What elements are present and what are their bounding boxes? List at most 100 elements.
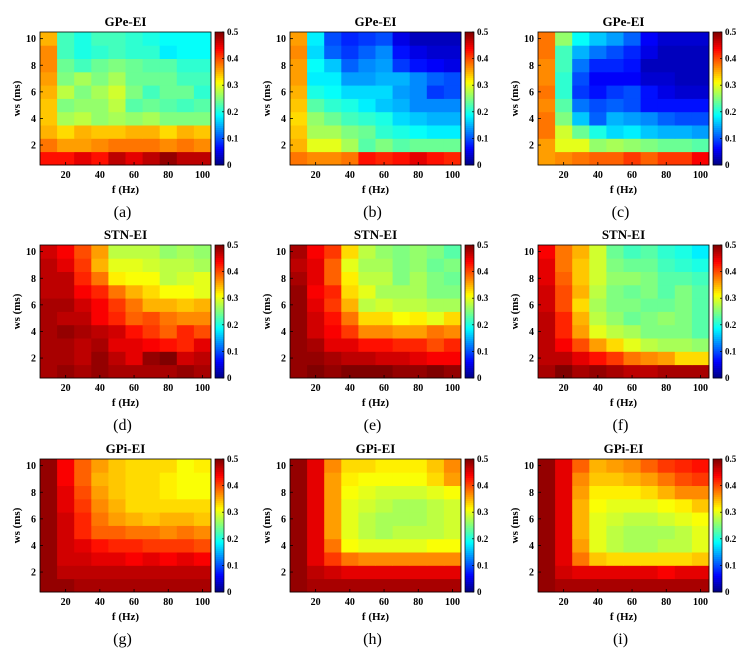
y-tick-label: 6 xyxy=(529,87,534,98)
colorbar-segment xyxy=(713,494,722,497)
heatmap-cell xyxy=(443,485,462,500)
colorbar-segment xyxy=(465,577,474,580)
colorbar-segment xyxy=(215,249,224,252)
heatmap-cell xyxy=(57,578,75,593)
plot-frame xyxy=(289,458,462,593)
heatmap-cell xyxy=(443,151,462,166)
colorbar-segment xyxy=(713,86,722,89)
heatmap-cell xyxy=(142,58,161,73)
colorbar-segment xyxy=(713,44,722,47)
colorbar-segment xyxy=(215,542,224,545)
heatmap-cell xyxy=(91,512,109,526)
heatmap-cell xyxy=(358,351,376,366)
x-tick-label: 20 xyxy=(61,170,71,181)
heatmap-cell xyxy=(57,271,75,286)
colorbar-segment xyxy=(713,59,722,62)
colorbar-segment xyxy=(215,73,224,77)
colorbar-segment xyxy=(215,59,224,62)
heatmap-cell xyxy=(426,71,445,86)
heatmap-cell xyxy=(341,578,359,593)
heatmap-cell xyxy=(426,351,445,366)
colorbar-segment xyxy=(215,500,224,504)
heatmap-cell xyxy=(74,245,92,259)
colorbar-tick-label: 0.4 xyxy=(725,481,737,491)
colorbar-segment xyxy=(713,330,722,333)
x-tick-label: 40 xyxy=(95,170,105,181)
colorbar-segment xyxy=(465,71,474,74)
colorbar-tick-label: 0.3 xyxy=(725,507,737,517)
heatmap-cell xyxy=(57,324,75,339)
heatmap-cell xyxy=(555,45,573,59)
colorbar-segment xyxy=(465,513,474,516)
heatmap-cell xyxy=(358,58,376,73)
colorbar-segment xyxy=(713,63,722,66)
heatmap-cell xyxy=(443,351,462,366)
x-tick-label: 80 xyxy=(413,597,423,608)
heatmap-cell xyxy=(606,512,624,526)
heatmap-cell xyxy=(91,125,109,139)
heatmap-cell xyxy=(40,525,58,540)
colorbar-segment xyxy=(465,253,474,256)
heatmap-cell xyxy=(572,85,590,99)
heatmap-cell xyxy=(290,472,308,486)
heatmap-cell xyxy=(657,578,676,593)
heatmap-cell xyxy=(572,472,590,486)
heatmap-cell xyxy=(125,125,143,139)
colorbar-tick-label: 0.4 xyxy=(725,54,737,64)
colorbar-segment xyxy=(215,133,224,137)
heatmap-cell xyxy=(555,138,573,153)
heatmap-cell xyxy=(159,525,178,540)
heatmap-cell xyxy=(358,459,376,473)
colorbar-segment xyxy=(215,508,224,512)
colorbar-segment xyxy=(713,342,722,346)
heatmap-cell xyxy=(159,271,178,286)
heatmap-cell xyxy=(324,538,342,553)
colorbar-segment xyxy=(713,332,722,335)
colorbar-segment xyxy=(713,245,722,248)
colorbar-segment xyxy=(713,36,722,39)
heatmap-cell xyxy=(40,138,58,153)
heatmap-cell xyxy=(290,525,308,540)
colorbar-segment xyxy=(465,490,474,493)
heatmap-cell xyxy=(91,338,109,352)
heatmap-cell xyxy=(341,324,359,339)
heatmap-cell xyxy=(91,138,109,153)
heatmap-cell xyxy=(392,111,411,126)
colorbar-segment xyxy=(215,533,224,537)
colorbar-segment xyxy=(215,152,224,156)
heatmap-cell xyxy=(572,45,590,59)
colorbar-segment xyxy=(713,257,722,260)
colorbar-segment xyxy=(465,330,474,333)
colorbar-segment xyxy=(465,129,474,133)
heatmap-cell xyxy=(640,85,659,99)
colorbar-segment xyxy=(215,334,224,337)
colorbar-segment xyxy=(465,282,474,285)
heatmap-cell xyxy=(426,324,445,339)
heatmap-cell xyxy=(176,85,195,99)
heatmap-cell xyxy=(657,485,676,500)
heatmap-cell xyxy=(358,125,376,139)
colorbar-segment xyxy=(713,359,722,362)
heatmap-cell xyxy=(40,71,58,86)
heatmap-cell xyxy=(375,258,393,272)
heatmap-cell xyxy=(358,98,376,113)
colorbar-segment xyxy=(465,42,474,45)
heatmap-cell xyxy=(108,98,126,113)
heatmap-cell xyxy=(91,538,109,553)
colorbar-segment xyxy=(713,81,722,85)
heatmap-cell xyxy=(691,32,710,46)
colorbar-segment xyxy=(713,265,722,269)
heatmap-cell xyxy=(640,258,659,272)
heatmap-cell xyxy=(74,459,92,473)
heatmap-cell xyxy=(674,32,693,46)
heatmap-cell xyxy=(290,151,308,166)
heatmap-cell xyxy=(572,71,590,86)
colorbar-segment xyxy=(215,471,224,474)
colorbar-segment xyxy=(713,319,722,323)
colorbar-segment xyxy=(713,113,722,116)
x-tick-label: 40 xyxy=(593,383,603,394)
colorbar-segment xyxy=(465,488,474,491)
colorbar-segment xyxy=(465,463,474,466)
